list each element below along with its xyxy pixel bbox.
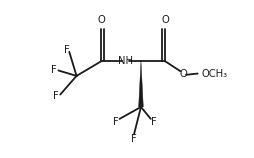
Text: NH: NH: [118, 56, 133, 66]
Text: F: F: [54, 91, 59, 101]
Text: F: F: [51, 65, 57, 76]
Text: O: O: [98, 15, 105, 25]
Text: O: O: [179, 69, 187, 79]
Text: F: F: [151, 117, 157, 127]
Text: O: O: [161, 15, 169, 25]
Polygon shape: [139, 61, 143, 107]
Text: OCH₃: OCH₃: [201, 69, 227, 79]
Text: F: F: [131, 134, 137, 144]
Text: F: F: [64, 45, 69, 55]
Text: F: F: [113, 117, 119, 127]
